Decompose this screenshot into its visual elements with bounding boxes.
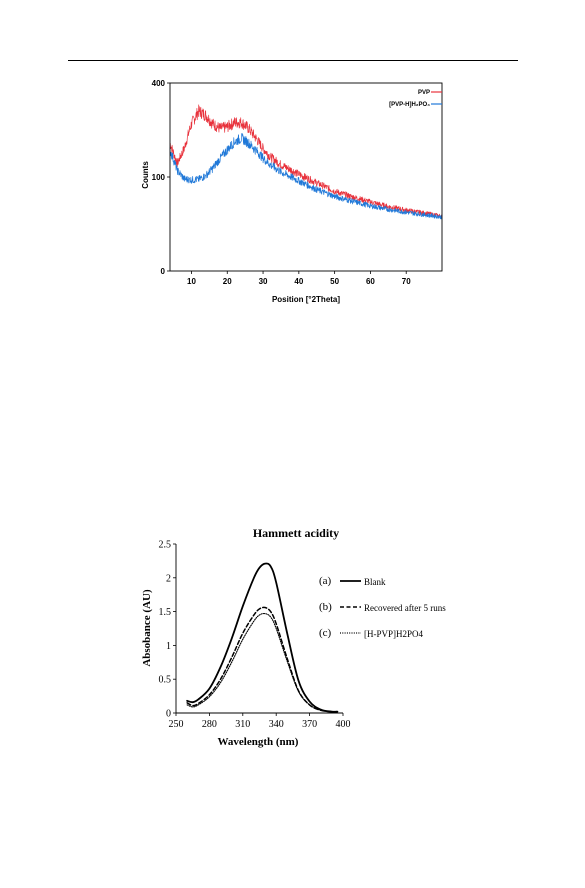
hammett-legend-label-hpvp: [H-PVP]H2PO4 bbox=[364, 629, 424, 639]
hammett-legend-label-blank: Blank bbox=[364, 577, 386, 587]
hammett-legend-tag-b: (b) bbox=[319, 601, 332, 613]
hammett-title: Hammett acidity bbox=[253, 526, 339, 540]
xrd-y-tick-label-400: 400 bbox=[152, 79, 166, 88]
xrd-x-tick-label-50: 50 bbox=[330, 277, 339, 286]
xrd-x-tick-label-30: 30 bbox=[259, 277, 268, 286]
xrd-x-axis-label: Position [°2Theta] bbox=[272, 295, 340, 304]
xrd-legend-label-pvp-h: [PVP-H]H₂PO₄ bbox=[389, 102, 430, 108]
hammett-legend-tag-a: (a) bbox=[319, 575, 332, 587]
hammett-x-tick-label-370: 370 bbox=[302, 719, 317, 730]
xrd-y-axis-label: Counts bbox=[141, 161, 150, 189]
xrd-y-tick-label-100: 100 bbox=[152, 173, 166, 182]
xrd-series-group bbox=[169, 104, 443, 220]
xrd-x-tick-label-20: 20 bbox=[223, 277, 232, 286]
xrd-x-tick-label-60: 60 bbox=[366, 277, 375, 286]
xrd-y-tick-label-0: 0 bbox=[161, 267, 166, 276]
hammett-legend-tag-c: (c) bbox=[319, 627, 332, 639]
hammett-y-tick-label-2.5: 2.5 bbox=[159, 540, 172, 551]
xrd-y-ticks: 0 100 400 bbox=[152, 79, 170, 276]
hammett-y-axis-label: Absobance (AU) bbox=[141, 589, 153, 667]
hammett-x-axis-label: Wavelength (nm) bbox=[218, 736, 299, 748]
hammett-series-group bbox=[186, 562, 339, 713]
hammett-series-h-pvp-h2po4 bbox=[186, 612, 333, 713]
hammett-x-tick-label-310: 310 bbox=[235, 719, 250, 730]
hammett-x-tick-label-250: 250 bbox=[169, 719, 184, 730]
xrd-x-tick-label-40: 40 bbox=[294, 277, 303, 286]
hammett-y-tick-label-1: 1 bbox=[166, 641, 171, 652]
xrd-series-pvp-h-h-po bbox=[169, 133, 443, 220]
hammett-x-tick-label-340: 340 bbox=[269, 719, 284, 730]
hammett-y-tick-label-0.5: 0.5 bbox=[159, 675, 172, 686]
xrd-x-tick-label-70: 70 bbox=[402, 277, 411, 286]
hammett-legend-label-recovered: Recovered after 5 runs bbox=[364, 603, 446, 613]
xrd-legend-label-pvp: PVP bbox=[418, 90, 430, 96]
xrd-legend: PVP [PVP-H]H₂PO₄ bbox=[389, 90, 442, 108]
hammett-y-tick-label-0: 0 bbox=[166, 709, 171, 720]
hammett-x-tick-label-280: 280 bbox=[202, 719, 217, 730]
xrd-x-ticks: 10 20 30 40 50 60 70 bbox=[187, 271, 411, 286]
hammett-y-tick-label-1.5: 1.5 bbox=[159, 607, 172, 618]
hammett-x-ticks: 250 280 310 340 370 400 bbox=[169, 713, 351, 730]
hammett-x-tick-label-400: 400 bbox=[336, 719, 351, 730]
hammett-series-blank bbox=[186, 562, 339, 713]
hammett-y-ticks: 0 0.5 1 1.5 2 2.5 bbox=[159, 540, 176, 720]
hammett-legend: (a) Blank (b) Recovered after 5 runs (c)… bbox=[319, 575, 446, 639]
header-rule bbox=[68, 60, 518, 61]
hammett-series-recovered-after-5-runs bbox=[186, 606, 333, 713]
hammett-y-tick-label-2: 2 bbox=[166, 573, 171, 584]
xrd-series-pvp bbox=[169, 104, 443, 219]
xrd-x-tick-label-10: 10 bbox=[187, 277, 196, 286]
